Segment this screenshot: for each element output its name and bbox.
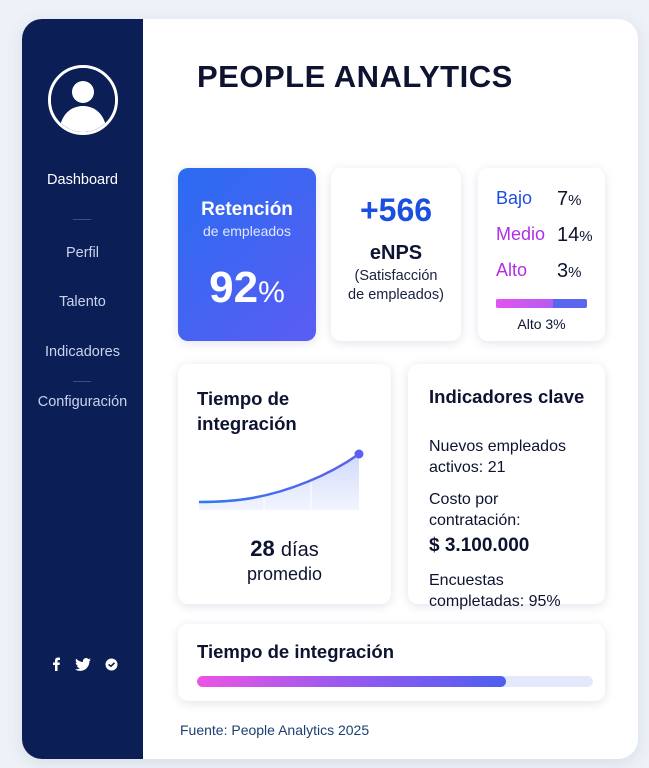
enps-card[interactable]: +566 eNPS (Satisfacción de empleados) [331,168,461,341]
retention-sublabel: de empleados [203,223,291,239]
source-footnote: Fuente: People Analytics 2025 [180,722,370,738]
page-title: PEOPLE ANALYTICS [197,59,513,94]
integration-card[interactable]: Tiempo de integración [178,364,391,604]
progress-track [197,676,593,687]
dashboard-window: Dashboard Perfil Talento Indicadores Con… [22,19,638,759]
chat-icon[interactable] [102,655,120,673]
progress-fill [197,676,506,687]
sidebar-item-dashboard[interactable]: Dashboard [47,172,118,188]
enps-label: eNPS [369,242,423,264]
sidebar: Dashboard Perfil Talento Indicadores Con… [22,19,143,759]
levels-card[interactable]: Bajo 7% Medio 14% Alto 3% Alto 3% [478,168,605,341]
level-row-medio: Medio 14% [496,224,593,246]
integration-title: Tiempo de integración [197,388,297,434]
user-avatar-icon[interactable] [48,65,118,135]
retention-card[interactable]: Retención de empleados 92% [178,168,316,341]
nav-divider [73,381,91,382]
nav-divider [73,219,91,220]
integration-progress-card[interactable]: Tiempo de integración [178,624,605,701]
levels-bar-fill [496,299,554,308]
kpi-cost-per-hire: Costo por contratación: $ 3.100.000 [429,489,597,556]
levels-caption: Alto 3% [517,316,566,332]
level-row-bajo: Bajo 7% [496,188,582,210]
key-indicators-card[interactable]: Indicadores clave Nuevos empleados activ… [408,364,605,610]
integration-days: 28 días [250,536,319,561]
integration-trend-chart [198,449,364,510]
sidebar-item-configuracion[interactable]: Configuración [37,394,128,410]
trend-line [198,452,360,504]
enps-value: +566 [359,192,433,228]
sidebar-item-talento[interactable]: Talento [59,294,106,310]
facebook-icon[interactable] [47,655,65,673]
progress-title: Tiempo de integración [197,641,395,662]
kpi-title: Indicadores clave [429,386,585,407]
level-row-alto: Alto 3% [496,260,582,282]
kpi-new-hires: Nuevos empleados activos: 21 [429,438,566,476]
levels-bar [496,299,587,308]
enps-description: (Satisfacción de empleados) [348,268,444,303]
main-content: PEOPLE ANALYTICS Retención de empleados … [143,19,638,759]
sidebar-item-perfil[interactable]: Perfil [65,245,100,261]
retention-value: 92% [209,263,285,312]
integration-caption: promedio [246,564,323,584]
twitter-icon[interactable] [74,655,92,673]
kpi-surveys: Encuestas completadas: 95% [429,572,561,610]
kpi-cost-value: $ 3.100.000 [429,535,530,556]
trend-area [199,454,359,510]
sidebar-item-indicadores[interactable]: Indicadores [45,344,120,360]
retention-label: Retención [201,199,293,220]
trend-end-point [354,449,364,459]
